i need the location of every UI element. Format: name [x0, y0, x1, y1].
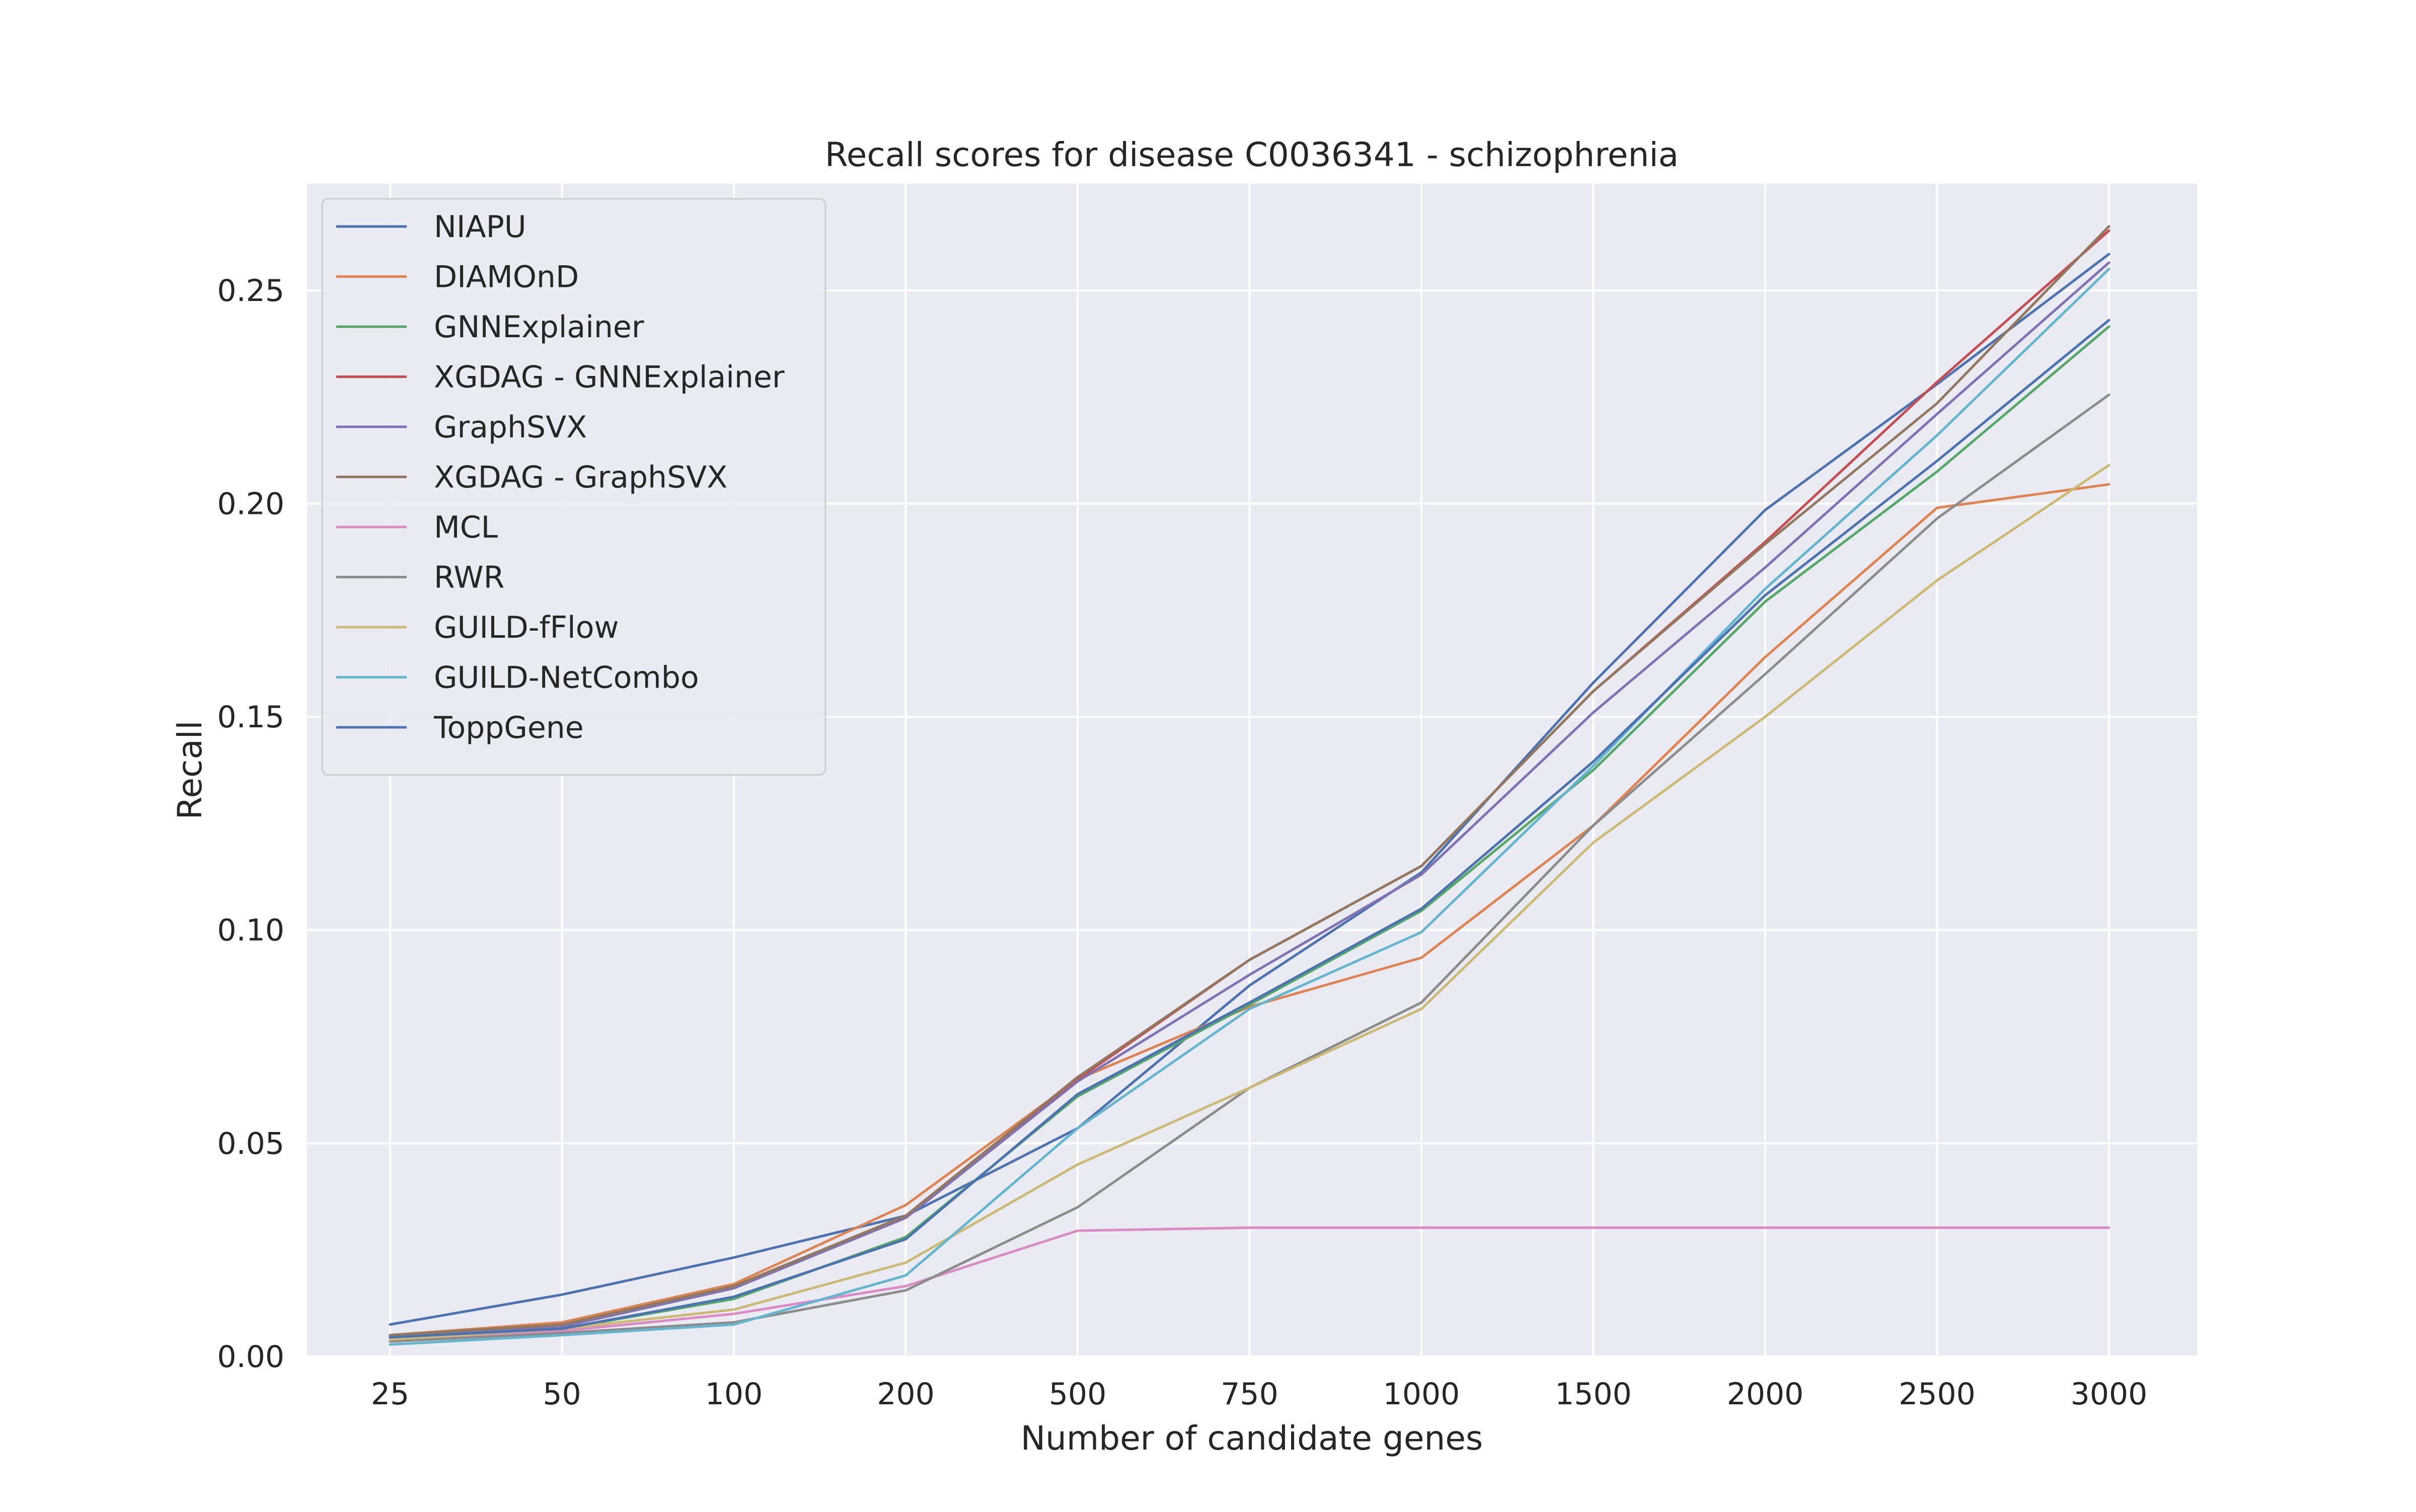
- x-tick-label: 750: [1221, 1377, 1278, 1412]
- legend-label: NIAPU: [434, 209, 526, 245]
- y-tick-label: 0.10: [217, 913, 284, 948]
- legend-label: GUILD-NetCombo: [434, 660, 699, 696]
- x-tick-label: 25: [371, 1377, 409, 1412]
- x-tick-label: 500: [1049, 1377, 1107, 1412]
- x-tick-label: 2500: [1899, 1377, 1976, 1412]
- legend-label: MCL: [434, 510, 498, 545]
- x-tick-label: 50: [543, 1377, 581, 1412]
- legend-label: XGDAG - GNNExplainer: [434, 360, 785, 395]
- legend-label: ToppGene: [433, 710, 584, 745]
- legend-label: DIAMOnD: [434, 260, 579, 295]
- series-line-guild-fflow: [389, 464, 2110, 1341]
- legend-label: GNNExplainer: [434, 310, 644, 345]
- series-line-niapu: [389, 253, 2110, 1326]
- series-line-guild-netcombo: [389, 268, 2110, 1346]
- legend-label: RWR: [434, 560, 504, 595]
- legend: NIAPU DIAMOnD GNNExplainer XGDAG - GNNExpla…: [321, 198, 826, 776]
- series-line-xgdag-graphsvx: [389, 225, 2110, 1337]
- legend-label: XGDAG - GraphSVX: [434, 460, 727, 495]
- x-tick-label: 100: [705, 1377, 763, 1412]
- x-tick-label: 2000: [1727, 1377, 1804, 1412]
- legend-box: [321, 198, 826, 776]
- x-axis-label: Number of candidate genes: [1021, 1419, 1483, 1458]
- legend-label: GraphSVX: [434, 410, 587, 445]
- series-line-toppgene: [389, 319, 2110, 1339]
- x-tick-label: 200: [877, 1377, 935, 1412]
- y-axis-label: Recall: [171, 721, 209, 820]
- x-axis-ticks: 25 50 100 200 500 750 1000 1500 2000 2500 3000: [371, 1377, 2148, 1412]
- y-tick-label: 0.15: [217, 700, 284, 735]
- x-tick-label: 1500: [1555, 1377, 1632, 1412]
- series-line-mcl: [389, 1226, 2110, 1341]
- x-tick-label: 3000: [2071, 1377, 2148, 1412]
- series-lines: [389, 225, 2110, 1346]
- y-tick-label: 0.25: [217, 273, 284, 309]
- y-tick-label: 0.05: [217, 1126, 284, 1161]
- series-line-gnnexplainer: [389, 325, 2110, 1339]
- y-tick-label: 0.20: [217, 486, 284, 521]
- y-tick-label: 0.00: [217, 1339, 284, 1375]
- series-line-graphsvx: [389, 261, 2110, 1339]
- legend-label: GUILD-fFlow: [434, 610, 619, 645]
- x-tick-label: 1000: [1383, 1377, 1460, 1412]
- y-axis-ticks: 0.00 0.05 0.10 0.15 0.20 0.25: [217, 273, 284, 1375]
- series-line-diamond: [389, 483, 2110, 1337]
- chart-title: Recall scores for disease C0036341 - sch…: [825, 135, 1679, 174]
